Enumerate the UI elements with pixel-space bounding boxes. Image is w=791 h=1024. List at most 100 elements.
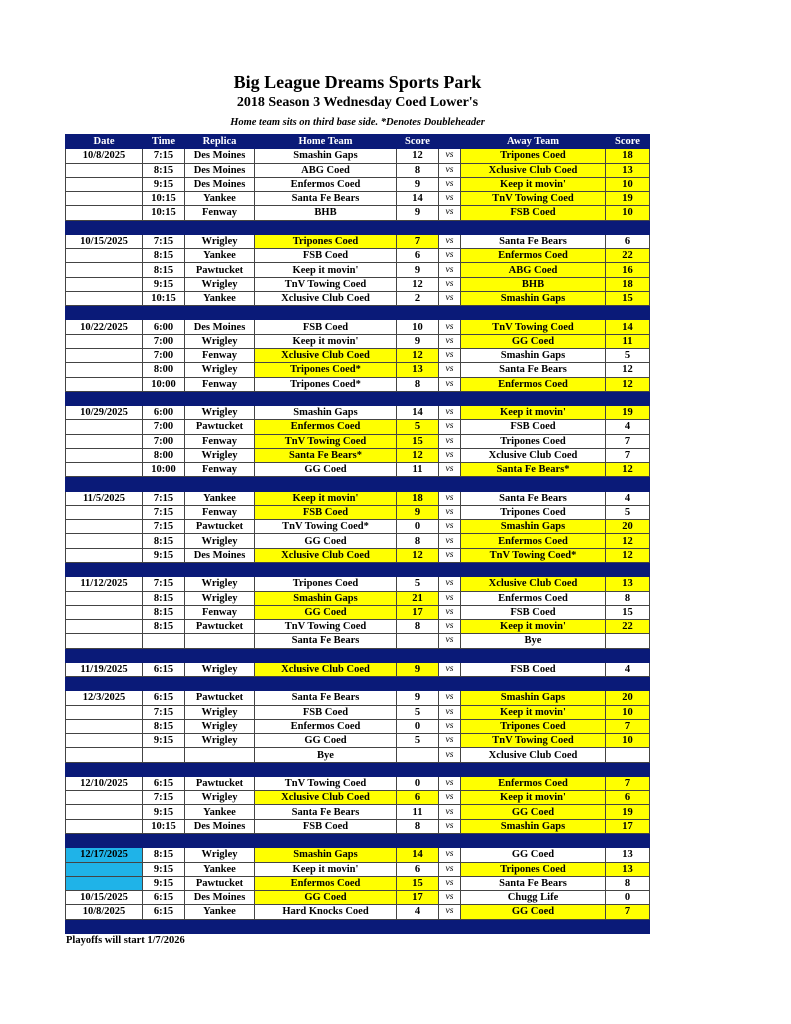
time-cell: 9:15 — [142, 875, 185, 892]
home-score-cell: 12 — [396, 547, 439, 563]
game-row: 10:00 Fenway GG Coed 11 vs Santa Fe Bears* 12 — [65, 462, 650, 478]
replica-cell: Pawtucket — [184, 775, 255, 792]
replica-cell: Wrigley — [184, 233, 255, 250]
away-score-cell: 10 — [605, 176, 650, 193]
game-row: 9:15 Des Moines Xclusive Club Coed 12 vs TnV … — [65, 547, 650, 563]
group-separator — [65, 476, 650, 492]
group-separator — [65, 647, 650, 663]
replica-cell: Wrigley — [184, 333, 255, 349]
date-cell: 10/8/2025 — [65, 904, 143, 920]
game-row: 7:00 Wrigley Keep it movin' 9 vs GG Coed 11 — [65, 333, 650, 349]
vs-cell: vs — [438, 747, 461, 763]
game-row: 8:00 Wrigley Tripones Coed* 13 vs Santa Fe Be… — [65, 362, 650, 378]
game-row: 8:15 Wrigley Smashin Gaps 21 vs Enfermos Coed… — [65, 590, 650, 606]
date-cell — [65, 818, 143, 835]
away-team-cell: GG Coed — [460, 847, 606, 863]
home-team-cell: TnV Towing Coed — [254, 433, 397, 449]
replica-cell: Wrigley — [184, 790, 255, 806]
vs-cell: vs — [438, 162, 461, 178]
game-row: 11/19/2025 6:15 Wrigley Xclusive Club Coed 9… — [65, 661, 650, 678]
home-team-cell: TnV Towing Coed* — [254, 519, 397, 535]
replica-cell: Pawtucket — [184, 619, 255, 635]
home-team-cell: Santa Fe Bears* — [254, 447, 397, 464]
away-team-cell: Smashin Gaps — [460, 690, 606, 706]
replica-cell: Yankee — [184, 248, 255, 264]
home-team-cell: FSB Coed — [254, 504, 397, 521]
date-cell — [65, 533, 143, 549]
vs-cell: vs — [438, 148, 461, 164]
game-row: 9:15 Des Moines Enfermos Coed 9 vs Keep it mo… — [65, 176, 650, 193]
away-team-cell: Bye — [460, 633, 606, 649]
away-score-cell: 6 — [605, 233, 650, 250]
home-team-cell: FSB Coed — [254, 319, 397, 335]
date-cell — [65, 733, 143, 749]
time-cell: 10:00 — [142, 462, 185, 478]
home-team-cell: Santa Fe Bears — [254, 633, 397, 649]
away-team-cell: Chugg Life — [460, 890, 606, 906]
date-cell — [65, 290, 143, 307]
vs-cell: vs — [438, 191, 461, 207]
away-team-cell: TnV Towing Coed — [460, 319, 606, 335]
vs-cell: vs — [438, 376, 461, 392]
time-cell: 7:00 — [142, 333, 185, 349]
game-row: 10:15 Yankee Santa Fe Bears 14 vs TnV Towing … — [65, 191, 650, 207]
vs-cell: vs — [438, 519, 461, 535]
away-score-cell: 5 — [605, 504, 650, 521]
home-score-cell: 9 — [396, 262, 439, 278]
schedule-note: Home team sits on third base side. *Deno… — [230, 117, 485, 128]
home-team-cell: Xclusive Club Coed — [254, 347, 397, 364]
time-cell: 7:15 — [142, 148, 185, 164]
away-score-cell: 7 — [605, 718, 650, 735]
away-score-cell: 19 — [605, 405, 650, 421]
replica-cell — [184, 747, 255, 763]
away-team-cell: Santa Fe Bears* — [460, 462, 606, 478]
time-cell: 10:15 — [142, 818, 185, 835]
replica-cell: Wrigley — [184, 576, 255, 592]
away-score-cell: 13 — [605, 576, 650, 592]
away-team-cell: Enfermos Coed — [460, 376, 606, 392]
away-score-cell: 10 — [605, 733, 650, 749]
home-score-cell: 12 — [396, 347, 439, 364]
date-cell — [65, 433, 143, 449]
date-cell — [65, 362, 143, 378]
home-score-cell: 9 — [396, 205, 439, 221]
home-team-cell: Keep it movin' — [254, 262, 397, 278]
away-score-cell: 18 — [605, 148, 650, 164]
away-team-cell: Tripones Coed — [460, 148, 606, 164]
home-team-cell: GG Coed — [254, 733, 397, 749]
away-score-cell: 18 — [605, 276, 650, 292]
time-cell: 8:15 — [142, 248, 185, 264]
date-cell — [65, 804, 143, 820]
game-row: 12/3/2025 6:15 Pawtucket Santa Fe Bears 9 vs S… — [65, 690, 650, 706]
home-score-cell: 9 — [396, 504, 439, 521]
home-score-cell: 0 — [396, 775, 439, 792]
home-team-cell: TnV Towing Coed — [254, 276, 397, 292]
away-team-cell: Santa Fe Bears — [460, 490, 606, 506]
home-team-cell: GG Coed — [254, 890, 397, 906]
date-cell — [65, 191, 143, 207]
home-team-cell: GG Coed — [254, 533, 397, 549]
date-cell — [65, 790, 143, 806]
date-cell — [65, 704, 143, 720]
home-team-cell: GG Coed — [254, 604, 397, 621]
date-cell: 11/5/2025 — [65, 490, 143, 506]
replica-cell: Yankee — [184, 490, 255, 506]
away-score-cell: 8 — [605, 875, 650, 892]
home-team-cell: Enfermos Coed — [254, 875, 397, 892]
away-team-cell: Enfermos Coed — [460, 533, 606, 549]
schedule-table: Date Time Replica Home Team Score Away T… — [65, 133, 650, 934]
replica-cell: Fenway — [184, 376, 255, 392]
away-team-cell: Santa Fe Bears — [460, 875, 606, 892]
away-score-cell: 19 — [605, 191, 650, 207]
vs-cell: vs — [438, 804, 461, 820]
home-team-cell: FSB Coed — [254, 248, 397, 264]
away-score-cell: 20 — [605, 519, 650, 535]
replica-cell: Des Moines — [184, 547, 255, 563]
home-score-cell — [396, 633, 439, 649]
game-row: 10:00 Fenway Tripones Coed* 8 vs Enfermos Coe… — [65, 376, 650, 392]
home-team-cell: TnV Towing Coed — [254, 619, 397, 635]
away-score-cell: 15 — [605, 290, 650, 307]
away-team-cell: Enfermos Coed — [460, 775, 606, 792]
date-cell: 10/15/2025 — [65, 233, 143, 250]
home-score-cell: 5 — [396, 733, 439, 749]
